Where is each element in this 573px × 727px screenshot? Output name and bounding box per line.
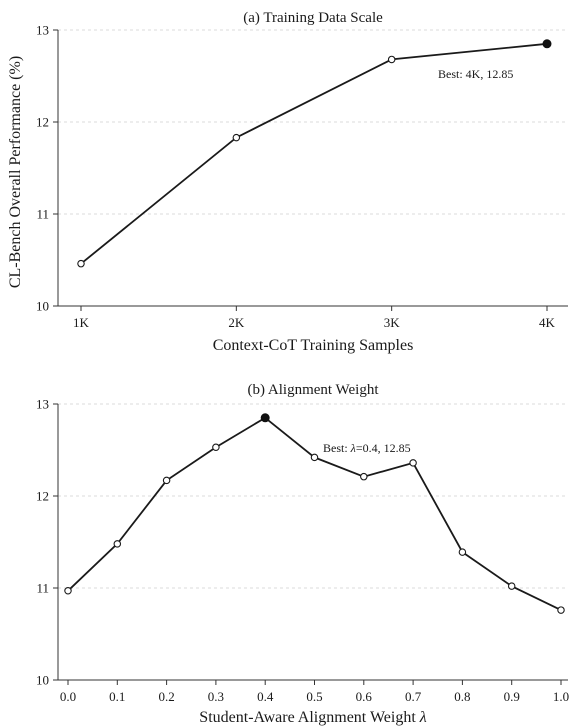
- data-point: [458, 548, 467, 556]
- x-tick-label: 0.4: [257, 689, 274, 704]
- panel-b-x-axis-label: Student-Aware Alignment Weight λ: [199, 709, 426, 726]
- panel-a-y-ticks: 10 11 12 13: [36, 23, 58, 314]
- data-point: [557, 606, 565, 614]
- data-point: [77, 259, 85, 268]
- data-point: [507, 582, 516, 590]
- x-tick-label: 4K: [539, 315, 556, 330]
- x-tick-label: 0.2: [158, 689, 174, 704]
- x-tick-label: 0.0: [60, 689, 76, 704]
- y-tick-label: 13: [36, 23, 49, 38]
- data-point: [113, 540, 122, 548]
- x-tick-label: 2K: [228, 315, 245, 330]
- best-data-point: [542, 39, 552, 49]
- x-tick-label: 0.7: [405, 689, 422, 704]
- x-tick-label: 0.5: [306, 689, 322, 704]
- panel-b-title: (b) Alignment Weight: [247, 382, 379, 398]
- y-tick-label: 10: [36, 673, 49, 688]
- x-tick-label: 0.8: [454, 689, 470, 704]
- data-point: [212, 443, 220, 451]
- panel-b-best-annotation: Best: λ=0.4, 12.85: [323, 441, 411, 455]
- y-tick-label: 12: [36, 115, 49, 130]
- x-tick-label: 0.6: [356, 689, 373, 704]
- data-point: [232, 133, 241, 142]
- x-tick-label: 0.3: [208, 689, 224, 704]
- y-tick-label: 11: [36, 207, 49, 222]
- y-tick-label: 10: [36, 299, 49, 314]
- panel-a-x-ticks: 1K 2K 3K 4K: [73, 306, 556, 330]
- series-line: [67, 416, 562, 611]
- data-point: [387, 55, 396, 64]
- panel-a-axes: [57, 30, 568, 307]
- y-tick-label: 11: [36, 581, 49, 596]
- x-tick-label: 3K: [384, 315, 401, 330]
- y-tick-label: 13: [36, 397, 49, 412]
- panel-b-gridlines: [58, 403, 568, 589]
- panel-a-best-annotation: Best: 4K, 12.85: [438, 67, 513, 81]
- data-point: [409, 459, 417, 467]
- panel-a-title: (a) Training Data Scale: [243, 10, 383, 26]
- panel-b-axes: [57, 404, 568, 681]
- data-point: [360, 472, 368, 481]
- data-point: [310, 453, 319, 462]
- panel-a-x-axis-label: Context-CoT Training Samples: [213, 337, 414, 354]
- panel-a-gridlines: [58, 29, 568, 215]
- x-tick-label: 0.1: [109, 689, 125, 704]
- best-data-point: [260, 413, 270, 423]
- panel-a-training-data-scale: (a) Training Data Scale 10 11 12 13 1K 2K 3K 4…: [36, 10, 568, 354]
- series-line: [80, 42, 548, 265]
- x-tick-label: 0.9: [504, 689, 520, 704]
- y-tick-label: 12: [36, 489, 49, 504]
- x-tick-label: 1K: [73, 315, 90, 330]
- panel-b-y-ticks: 10 11 12 13: [36, 397, 58, 688]
- data-point: [162, 476, 171, 485]
- shared-y-axis-label: CL-Bench Overall Performance (%): [7, 56, 24, 288]
- data-point: [64, 587, 72, 595]
- panel-b-series: [64, 413, 565, 614]
- panel-a-series: [77, 39, 552, 268]
- panel-b-x-ticks: 0.0 0.1 0.2 0.3 0.4 0.5 0.6 0.7 0.8 0.9 1.0: [60, 680, 569, 704]
- x-tick-label: 1.0: [553, 689, 569, 704]
